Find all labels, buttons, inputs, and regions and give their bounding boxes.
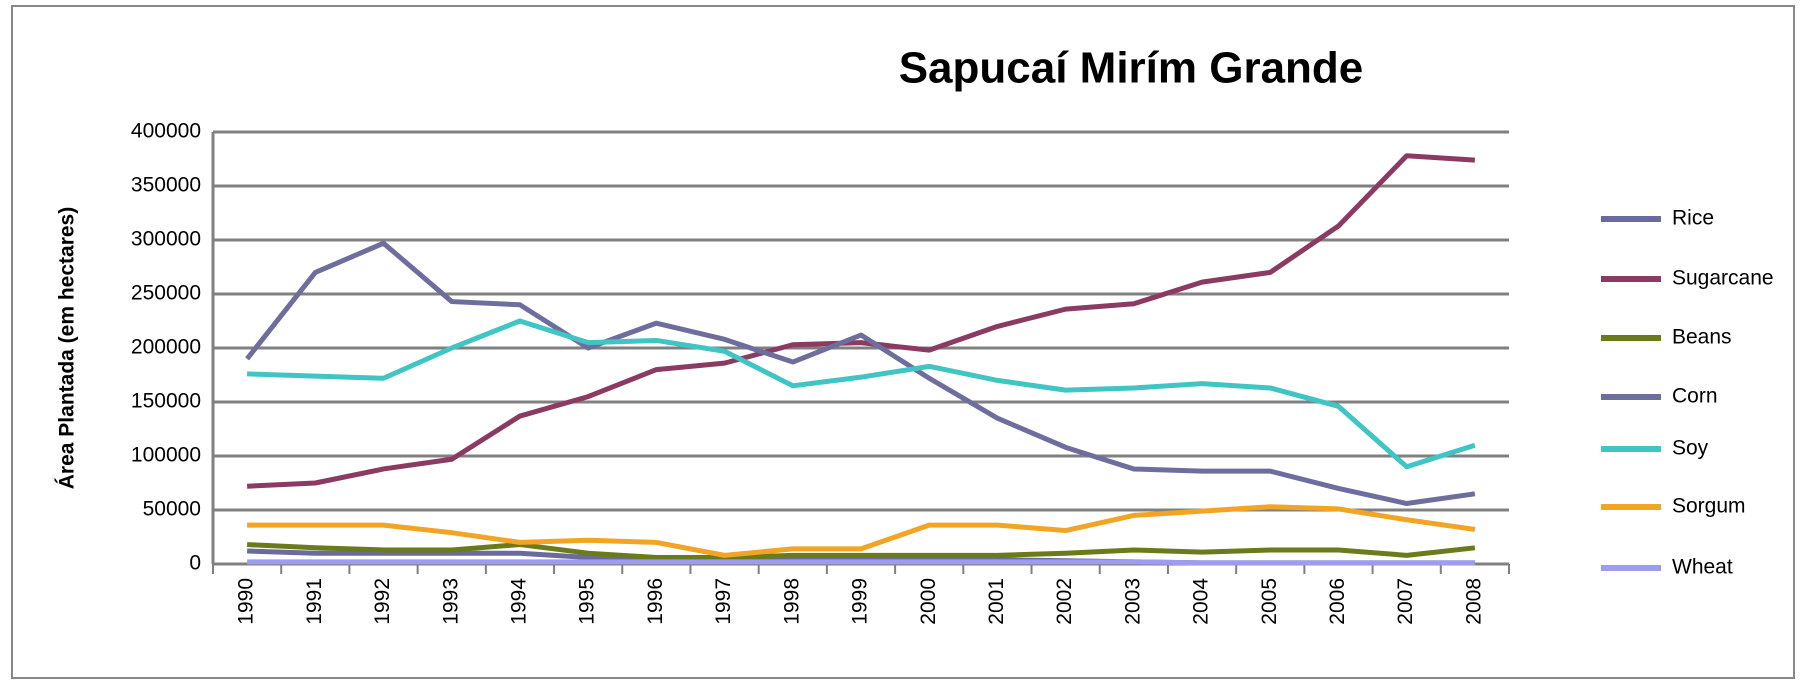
x-tick-label: 1996 [644,578,667,625]
x-tick-label: 1991 [303,578,326,625]
legend-label: Soy [1672,437,1709,460]
x-tick-label: 1995 [576,578,599,625]
x-tick-label: 2007 [1394,578,1417,625]
x-tick-label: 1992 [371,578,394,625]
line-series [246,542,1476,561]
y-tick-label: 0 [189,552,201,575]
x-tick-label: 2001 [985,578,1008,625]
x-tick-label: 1998 [780,578,803,625]
legend-label: Sugarcane [1672,267,1774,290]
x-tick-label: 2008 [1462,578,1485,625]
x-tick-label: 1999 [849,578,872,625]
x-tick-label: 1994 [507,578,530,625]
y-tick-label: 50000 [143,498,201,521]
x-tick-label: 2004 [1190,578,1213,625]
y-tick-label: 300000 [131,228,201,251]
y-tick-label: 200000 [131,336,201,359]
x-tick-label: 2000 [917,578,940,625]
legend-label: Beans [1672,326,1732,349]
line-series [247,318,1476,470]
legend-label: Wheat [1672,556,1733,579]
x-tick-label: 2005 [1258,578,1281,625]
x-tick-label: 2003 [1121,578,1144,625]
x-tick-label: 2006 [1326,578,1349,625]
x-tick-label: 1993 [439,578,462,625]
y-tick-label: 400000 [131,120,201,143]
legend-label: Sorgum [1672,495,1746,518]
y-tick-label: 100000 [131,444,201,467]
y-tick-label: 250000 [131,282,201,305]
chart-border [11,5,1795,679]
legend-label: Rice [1672,207,1714,230]
line-series [247,504,1476,558]
y-axis-label: Área Plantada (em hectares) [56,207,79,489]
line-series [245,240,1476,507]
x-tick-label: 1997 [712,578,735,625]
chart-title: Sapucaí Mirím Grande [899,44,1364,93]
y-tick-label: 150000 [131,390,201,413]
x-tick-label: 2002 [1053,578,1076,625]
line-series [247,559,1475,566]
line-series [246,153,1476,489]
y-tick-label: 350000 [131,174,201,197]
legend-label: Corn [1672,385,1718,408]
x-tick-label: 1990 [235,578,258,625]
